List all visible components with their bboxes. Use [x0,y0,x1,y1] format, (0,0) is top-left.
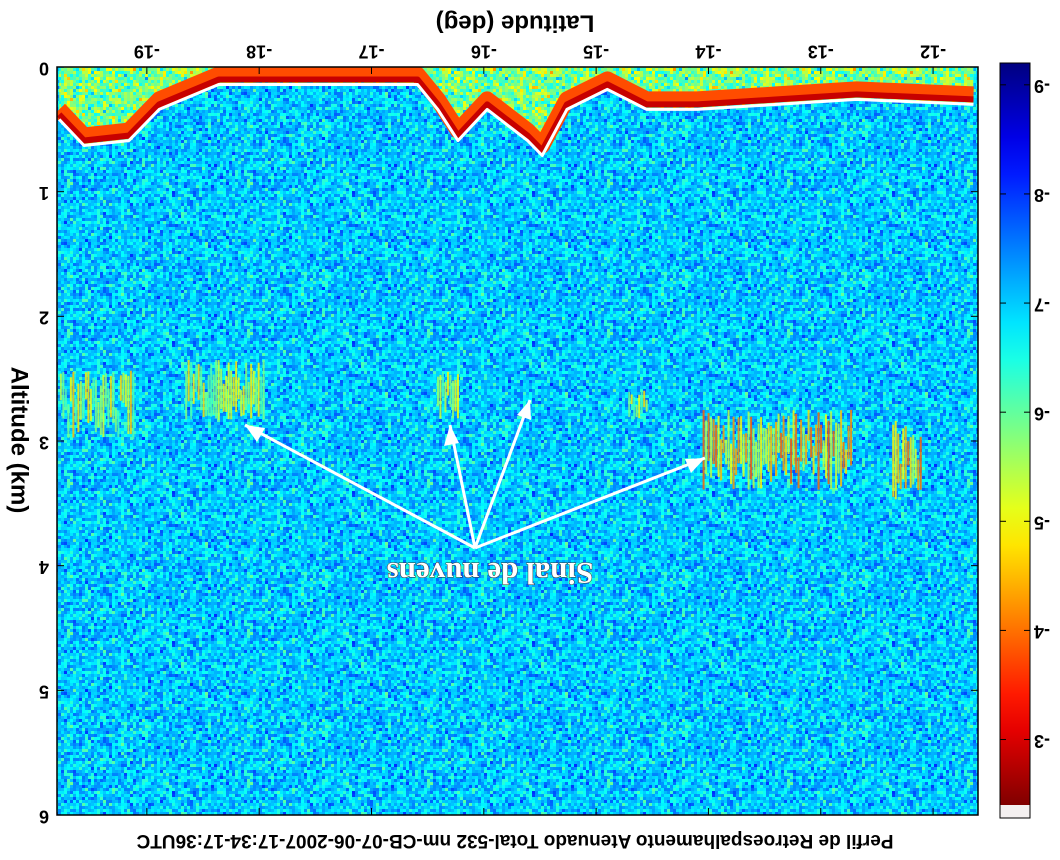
y-tick-label: 4 [39,557,49,577]
x-tick-label: -15 [583,41,609,61]
y-tick-label: 5 [39,682,49,702]
y-tick-label: 2 [39,308,49,328]
annotation: Sinal de nuvens [387,556,594,591]
arrow-head [444,425,459,446]
colorbar-frame [999,62,1031,819]
cloud [628,390,648,420]
cloud [436,371,459,419]
x-tick-label: -19 [134,41,160,61]
arrow [448,424,477,549]
colorbar-tick-label: -4 [1034,622,1050,642]
heatmap-background [57,67,978,815]
y-tick-label: 6 [39,806,49,826]
cloud [702,409,853,490]
x-tick-label: -17 [358,41,384,61]
y-axis-label: Altitude (km) [6,367,33,514]
arrow-head [245,425,265,442]
y-tick-label: 0 [39,58,49,78]
x-tick-label: -14 [695,41,721,61]
arrow [474,456,706,550]
colorbar-tick-label: -9 [1034,76,1050,96]
surface-band [57,67,974,154]
x-tick-label: -16 [471,41,497,61]
colorbar-cap [1000,805,1030,818]
colorbar-tick-label: -7 [1034,294,1050,314]
plot-area [57,67,974,500]
x-tick-label: -12 [920,41,946,61]
colorbar-tick-label: -5 [1034,513,1050,533]
arrow-head [517,400,531,420]
arrow [244,423,476,550]
annotation-arrows [244,399,706,550]
y-tick-label: 1 [39,183,49,203]
colorbar-tick-label: -8 [1034,185,1050,205]
colorbar-tick-label: -6 [1034,403,1050,423]
surface-line [58,83,974,157]
arrow [473,399,532,549]
x-axis-label: Latitude (deg) [436,10,595,37]
chart-title: Perfil de Retroespalhamento Atenuado Tot… [136,830,893,851]
cloud [892,420,922,500]
x-tick-label: -18 [246,41,272,61]
x-tick-label: -13 [808,41,834,61]
cloud [185,360,265,420]
y-tick-label: 3 [39,432,49,452]
surface-core [57,76,974,154]
cloud [59,370,135,440]
colorbar [1000,63,1030,805]
colorbar-tick-label: -3 [1034,731,1050,751]
arrow-head [685,458,705,473]
